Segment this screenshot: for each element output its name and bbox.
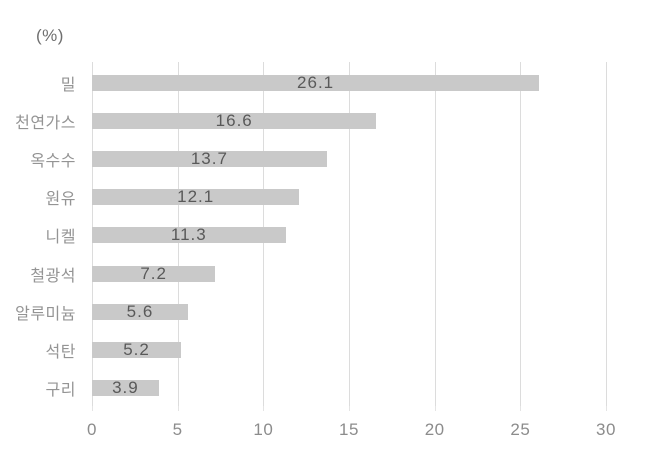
x-tick-label: 10 [253, 420, 274, 439]
gridline-x15 [349, 62, 350, 406]
category-label: 구리 [45, 381, 76, 399]
axis-tick-x10 [263, 406, 265, 411]
bar-3 [92, 151, 327, 168]
value-label: 11.3 [170, 225, 207, 245]
category-label: 알루미늄 [15, 305, 76, 323]
axis-tick-x5 [177, 406, 179, 411]
bar-8 [92, 341, 182, 358]
value-label: 16.6 [215, 111, 253, 131]
bar-7 [92, 303, 188, 320]
value-label: 5.6 [126, 301, 154, 321]
category-label: 밀 [60, 77, 76, 94]
value-label: 26.1 [297, 73, 335, 92]
category-label: 천연가스 [15, 115, 76, 133]
bar-9 [92, 379, 159, 396]
x-tick-label: 5 [172, 420, 183, 439]
value-label: 13.7 [190, 149, 228, 169]
axis-tick-x0 [92, 406, 93, 411]
bar-2 [92, 113, 377, 130]
gridline-x25 [520, 62, 522, 406]
x-tick-label: 20 [424, 420, 445, 439]
category-label: 옥수수 [30, 153, 76, 171]
bar-4 [92, 189, 300, 206]
value-label: 5.2 [123, 339, 150, 359]
x-tick-label: 25 [510, 420, 531, 439]
category-label: 원유 [45, 191, 76, 209]
gridline-x20 [434, 62, 436, 406]
category-label: 철광석 [30, 267, 76, 285]
x-tick-label: 15 [339, 420, 359, 439]
axis-tick-x15 [349, 406, 350, 411]
value-label: 7.2 [140, 263, 167, 283]
category-label: 석탄 [45, 343, 76, 361]
bar-5 [92, 227, 286, 244]
bar-1 [92, 75, 540, 91]
axis-tick-x20 [434, 406, 436, 411]
x-tick-label: 30 [596, 420, 616, 439]
axis-tick-x25 [520, 406, 522, 411]
value-label: 12.1 [177, 187, 215, 207]
value-label: 3.9 [112, 377, 139, 397]
x-tick-label: 0 [87, 420, 97, 439]
gridline-x30 [606, 62, 607, 406]
axis-tick-x30 [606, 406, 607, 411]
axis-unit-label: (%) [36, 26, 64, 45]
category-label: 니켈 [45, 229, 76, 247]
bar-6 [92, 265, 216, 282]
